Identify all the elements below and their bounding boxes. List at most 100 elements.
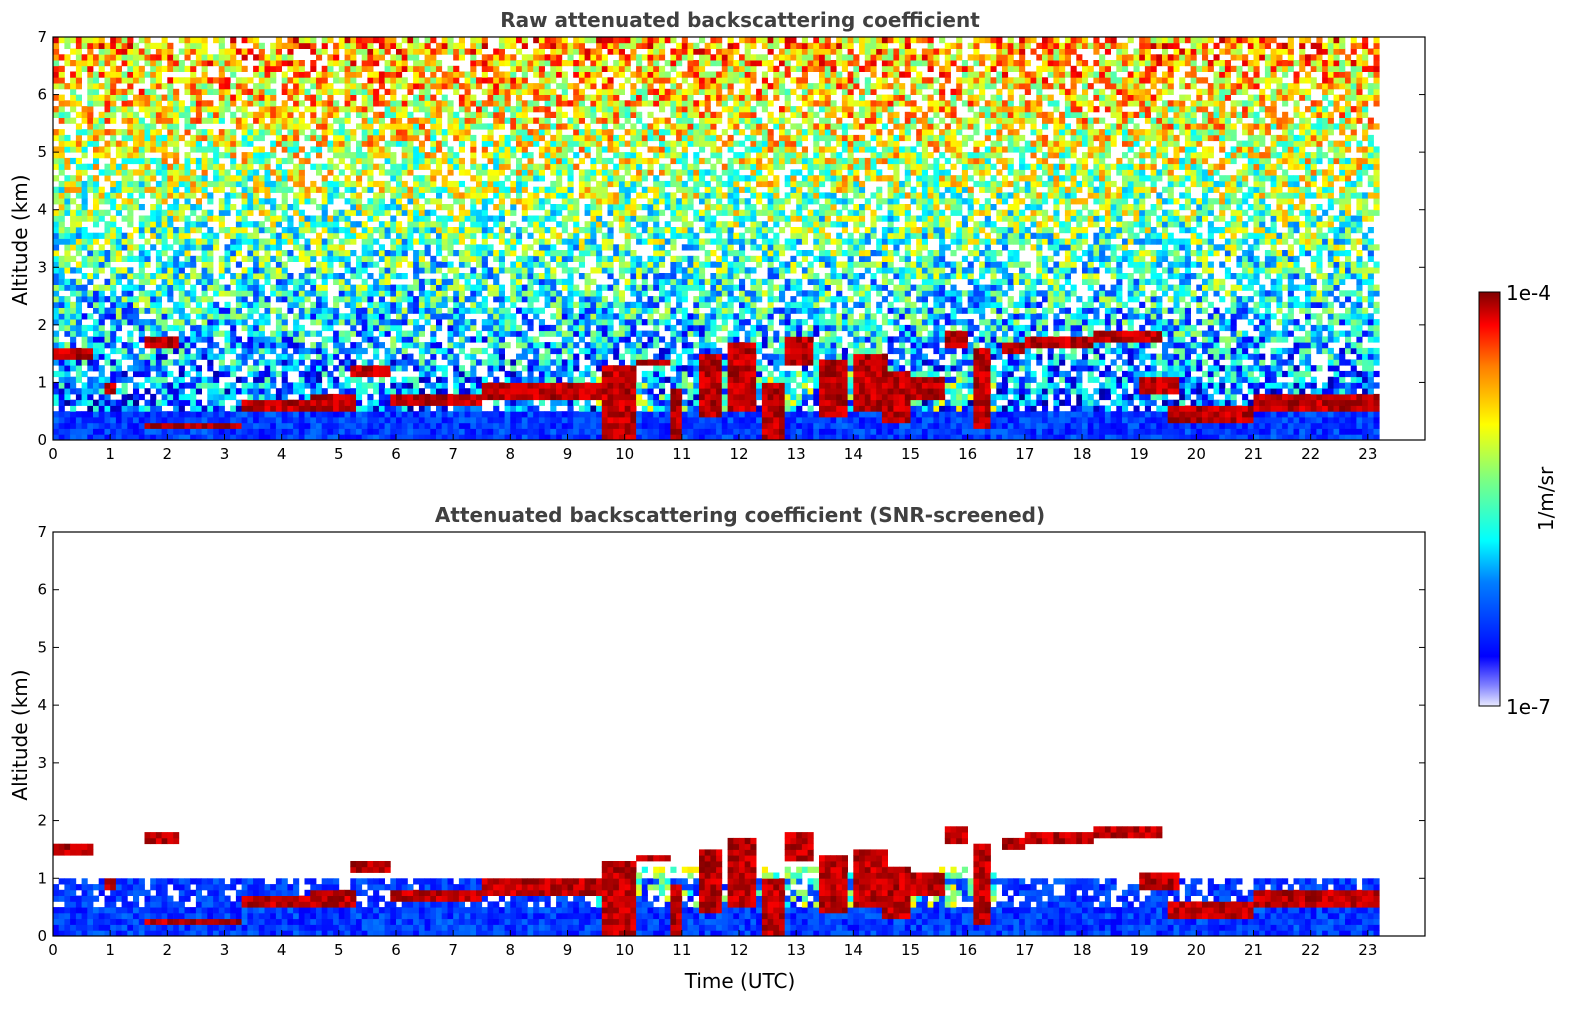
heatmap-cell bbox=[178, 382, 185, 389]
heatmap-cell bbox=[230, 152, 237, 159]
heatmap-cell bbox=[367, 434, 374, 441]
heatmap-cell bbox=[310, 342, 317, 349]
heatmap-cell bbox=[104, 336, 111, 343]
heatmap-cell bbox=[287, 250, 294, 257]
heatmap-cell bbox=[93, 342, 100, 349]
heatmap-cell bbox=[64, 157, 71, 165]
heatmap-cell bbox=[201, 209, 208, 216]
heatmap-cell bbox=[115, 88, 122, 95]
heatmap-cell bbox=[110, 117, 117, 124]
heatmap-cell bbox=[430, 353, 437, 360]
heatmap-cell bbox=[81, 192, 88, 199]
heatmap-cell bbox=[58, 376, 65, 383]
heatmap-cell bbox=[476, 215, 483, 222]
heatmap-cell bbox=[538, 244, 545, 251]
heatmap-cell bbox=[344, 100, 351, 107]
heatmap-cell bbox=[493, 255, 500, 262]
heatmap-cell bbox=[138, 221, 145, 228]
heatmap-cell bbox=[561, 152, 568, 159]
heatmap-cell bbox=[281, 198, 288, 205]
heatmap-cell bbox=[207, 244, 214, 251]
heatmap-cell bbox=[75, 94, 82, 101]
heatmap-cell bbox=[155, 359, 162, 366]
heatmap-cell bbox=[161, 198, 168, 205]
heatmap-cell bbox=[538, 434, 545, 441]
heatmap-cell bbox=[53, 186, 60, 193]
heatmap-cell bbox=[98, 405, 105, 412]
heatmap-cell bbox=[287, 54, 294, 61]
heatmap-cell bbox=[253, 54, 260, 61]
heatmap-cell bbox=[173, 186, 180, 193]
heatmap-cell bbox=[247, 434, 254, 441]
heatmap-cell bbox=[476, 376, 483, 383]
heatmap-cell bbox=[573, 215, 580, 222]
heatmap-cell bbox=[413, 54, 420, 61]
heatmap-cell bbox=[476, 42, 483, 49]
heatmap-cell bbox=[573, 393, 580, 401]
heatmap-cell bbox=[458, 399, 465, 406]
heatmap-cell bbox=[201, 192, 208, 199]
heatmap-cell bbox=[436, 434, 443, 441]
heatmap-cell bbox=[201, 250, 208, 257]
heatmap-cell bbox=[321, 307, 328, 314]
heatmap-cell bbox=[350, 77, 357, 84]
heatmap-cell bbox=[538, 94, 545, 101]
heatmap-cell bbox=[361, 428, 368, 435]
heatmap-cell bbox=[218, 215, 225, 222]
heatmap-cell bbox=[316, 221, 323, 228]
heatmap-cell bbox=[430, 238, 437, 245]
heatmap-cell bbox=[127, 232, 134, 239]
heatmap-cell bbox=[413, 428, 420, 435]
heatmap-cell bbox=[436, 106, 443, 113]
heatmap-cell bbox=[367, 37, 374, 44]
heatmap-cell bbox=[521, 388, 528, 395]
heatmap-cell bbox=[275, 255, 282, 262]
heatmap-cell bbox=[458, 227, 465, 234]
heatmap-cell bbox=[144, 290, 151, 297]
heatmap-cell bbox=[378, 301, 385, 308]
heatmap-cell bbox=[98, 261, 105, 268]
heatmap-cell bbox=[498, 347, 505, 355]
heatmap-cell bbox=[155, 198, 162, 205]
heatmap-cell bbox=[561, 123, 568, 130]
heatmap-cell bbox=[350, 65, 357, 72]
heatmap-cell bbox=[281, 290, 288, 297]
heatmap-cell bbox=[138, 186, 145, 193]
heatmap-cell bbox=[516, 117, 523, 124]
heatmap-cell bbox=[304, 399, 311, 406]
heatmap-cell bbox=[458, 301, 465, 308]
heatmap-cell bbox=[270, 290, 277, 297]
heatmap-cell bbox=[173, 393, 180, 401]
heatmap-cell bbox=[270, 365, 277, 372]
heatmap-cell bbox=[567, 411, 574, 418]
heatmap-cell bbox=[87, 111, 94, 118]
heatmap-cell bbox=[98, 336, 105, 343]
heatmap-cell bbox=[287, 411, 294, 418]
heatmap-cell bbox=[384, 261, 391, 268]
heatmap-cell bbox=[190, 382, 197, 389]
heatmap-cell bbox=[93, 261, 100, 268]
heatmap-cell bbox=[430, 411, 437, 418]
heatmap-cell bbox=[378, 278, 385, 285]
heatmap-cell bbox=[361, 60, 368, 67]
heatmap-cell bbox=[338, 296, 345, 303]
heatmap-cell bbox=[190, 71, 197, 78]
heatmap-cell bbox=[310, 146, 317, 153]
heatmap-cell bbox=[121, 307, 128, 314]
heatmap-cell bbox=[104, 353, 111, 360]
heatmap-cell bbox=[384, 422, 391, 429]
heatmap-cell bbox=[70, 307, 77, 314]
heatmap-cell bbox=[258, 284, 265, 291]
heatmap-cell bbox=[230, 48, 237, 55]
heatmap-cell bbox=[264, 94, 271, 101]
heatmap-cell bbox=[470, 65, 477, 72]
heatmap-cell bbox=[150, 129, 157, 136]
heatmap-cell bbox=[487, 307, 494, 314]
heatmap-cell bbox=[127, 278, 134, 285]
heatmap-cell bbox=[173, 140, 180, 147]
heatmap-cell bbox=[70, 215, 77, 222]
heatmap-cell bbox=[430, 370, 437, 378]
heatmap-cell bbox=[184, 244, 191, 251]
heatmap-cell bbox=[230, 417, 237, 424]
heatmap-cell bbox=[350, 411, 357, 418]
